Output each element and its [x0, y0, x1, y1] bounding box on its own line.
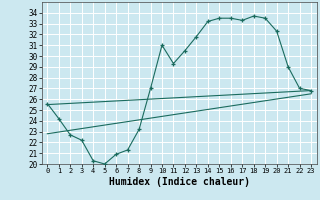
X-axis label: Humidex (Indice chaleur): Humidex (Indice chaleur)	[109, 177, 250, 187]
